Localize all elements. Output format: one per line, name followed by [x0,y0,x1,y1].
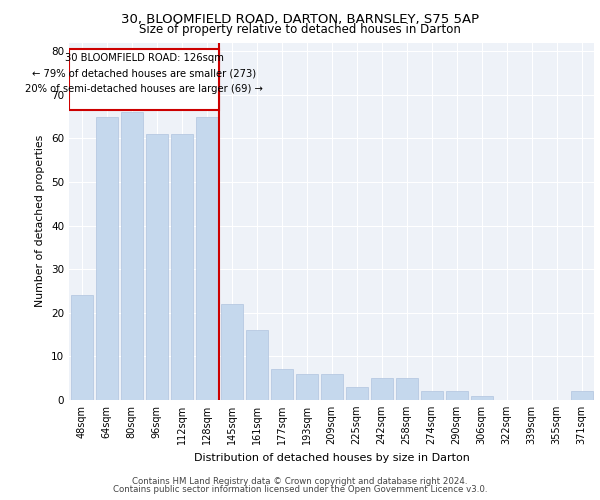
Bar [271,370,293,400]
Bar [571,392,593,400]
Bar [245,330,268,400]
Bar [170,134,193,400]
Bar [371,378,392,400]
Bar [121,112,143,400]
Bar [71,296,92,400]
Bar [320,374,343,400]
Bar [196,116,218,400]
Bar [346,387,367,400]
Text: 30, BLOOMFIELD ROAD, DARTON, BARNSLEY, S75 5AP: 30, BLOOMFIELD ROAD, DARTON, BARNSLEY, S… [121,12,479,26]
Bar [470,396,493,400]
Bar [296,374,317,400]
Bar [95,116,118,400]
Bar [146,134,167,400]
X-axis label: Distribution of detached houses by size in Darton: Distribution of detached houses by size … [194,452,469,462]
Text: 30 BLOOMFIELD ROAD: 126sqm: 30 BLOOMFIELD ROAD: 126sqm [65,54,223,64]
Text: Size of property relative to detached houses in Darton: Size of property relative to detached ho… [139,22,461,36]
FancyBboxPatch shape [69,49,219,110]
Bar [421,392,443,400]
Text: Contains public sector information licensed under the Open Government Licence v3: Contains public sector information licen… [113,484,487,494]
Text: 20% of semi-detached houses are larger (69) →: 20% of semi-detached houses are larger (… [25,84,263,94]
Bar [395,378,418,400]
Y-axis label: Number of detached properties: Number of detached properties [35,135,46,308]
Bar [221,304,242,400]
Text: Contains HM Land Registry data © Crown copyright and database right 2024.: Contains HM Land Registry data © Crown c… [132,477,468,486]
Bar [445,392,467,400]
Text: ← 79% of detached houses are smaller (273): ← 79% of detached houses are smaller (27… [32,68,256,78]
